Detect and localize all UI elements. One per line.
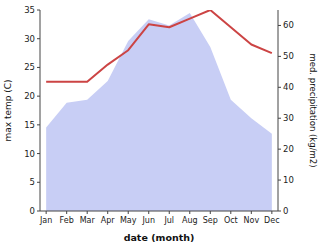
y2-tick-label: 60: [283, 20, 294, 30]
x-tick: [210, 211, 211, 214]
y-tick: [37, 67, 40, 68]
plot-area: [46, 10, 272, 211]
y2-tick: [278, 25, 281, 26]
x-tick-label: Jun: [141, 216, 155, 225]
y2-tick-label: 10: [283, 175, 294, 185]
y-tick: [37, 182, 40, 183]
y2-tick: [278, 149, 281, 150]
x-tick: [128, 211, 129, 214]
x-tick-label: Dec: [264, 216, 279, 225]
y2-tick: [278, 180, 281, 181]
y-tick: [37, 10, 40, 11]
precipitation-area: [46, 13, 272, 211]
y-tick-label: 0: [30, 206, 35, 216]
x-tick-label: Sep: [203, 216, 218, 225]
y2-tick-label: 0: [283, 206, 288, 216]
y-tick-label: 15: [24, 120, 35, 130]
x-tick-label: May: [120, 216, 137, 225]
y2-tick-label: 20: [283, 144, 294, 154]
y2-tick-label: 30: [283, 113, 294, 123]
x-axis-line: [40, 211, 278, 212]
y2-axis-label: med. precipitation (kg/m2): [308, 53, 318, 167]
y2-tick: [278, 211, 281, 212]
chart: Jan Feb Mar Apr May Jun Jul Aug Sep Oct Nov Dec 0 5 10…: [0, 0, 318, 247]
x-tick-label: Mar: [80, 216, 96, 225]
x-tick: [87, 211, 88, 214]
x-tick-label: Apr: [101, 216, 116, 225]
y-tick-label: 30: [24, 34, 35, 44]
x-tick: [66, 211, 67, 214]
x-tick-label: Nov: [244, 216, 260, 225]
y-tick: [37, 38, 40, 39]
y-tick: [37, 153, 40, 154]
y-tick-label: 5: [30, 177, 35, 187]
x-tick: [251, 211, 252, 214]
y-axis-label: max temp (C): [3, 79, 13, 141]
y-tick-label: 20: [24, 91, 35, 101]
x-tick-label: Aug: [182, 216, 198, 225]
y2-tick-label: 50: [283, 51, 294, 61]
x-tick: [230, 211, 231, 214]
y-axis-line: [40, 10, 41, 211]
y-tick: [37, 124, 40, 125]
chart-container: Jan Feb Mar Apr May Jun Jul Aug Sep Oct Nov Dec 0 5 10…: [0, 0, 318, 247]
x-tick-label: Feb: [60, 216, 74, 225]
y-tick: [37, 211, 40, 212]
y-tick-label: 10: [24, 149, 35, 159]
x-tick: [107, 211, 108, 214]
x-tick: [148, 211, 149, 214]
x-tick: [189, 211, 190, 214]
temperature-line: [46, 10, 272, 82]
x-tick: [46, 211, 47, 214]
y2-tick: [278, 56, 281, 57]
y2-tick: [278, 118, 281, 119]
x-axis-label: date (month): [124, 232, 195, 243]
x-tick: [271, 211, 272, 214]
y-tick: [37, 96, 40, 97]
x-tick-label: Jul: [163, 216, 174, 225]
y2-tick-label: 40: [283, 82, 294, 92]
axes: Jan Feb Mar Apr May Jun Jul Aug Sep Oct Nov Dec 0 5 10…: [24, 5, 294, 225]
x-tick: [169, 211, 170, 214]
y2-axis-line: [278, 10, 279, 211]
x-tick-label: Jan: [39, 216, 52, 225]
y2-tick: [278, 87, 281, 88]
y-tick-label: 35: [24, 5, 35, 15]
x-tick-label: Oct: [224, 216, 238, 225]
y-tick-label: 25: [24, 62, 35, 72]
